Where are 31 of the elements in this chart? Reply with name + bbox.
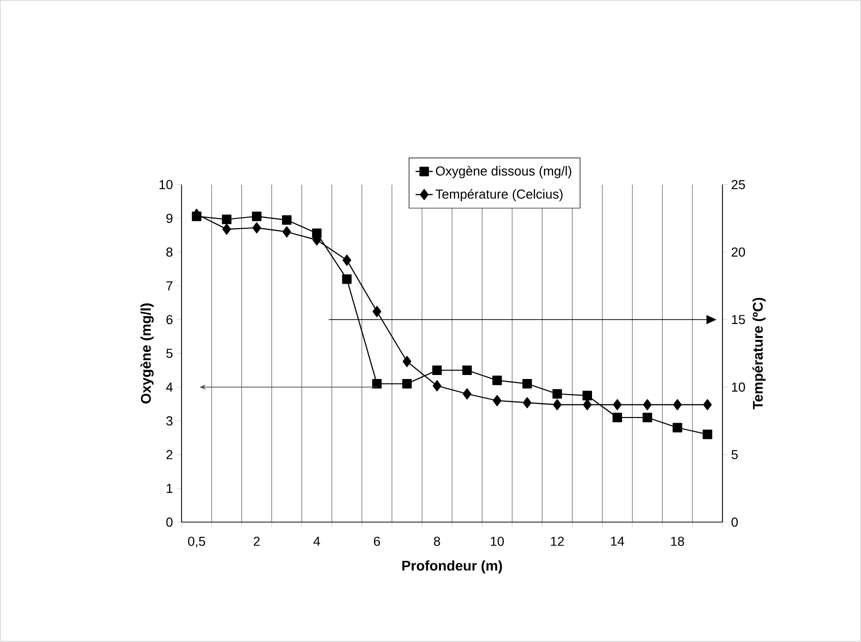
y-tick-label: 6 [166,315,172,324]
y-tick-label: 4 [166,382,173,392]
x-tick-label: 10 [490,536,504,546]
x-tick-label: 12 [550,536,564,546]
x-tick-label: 18 [671,536,684,546]
y-axis-title: Oxygène (mg/l) [140,304,154,404]
legend-label: Température (Celcius) [436,189,563,202]
legend-label: Oxygène dissous (mg/l) [436,166,572,178]
y-tick-label: 10 [160,180,173,190]
y-tick-label: 0 [166,518,173,527]
y2-tick-label: 25 [732,180,745,190]
y-tick-label: 5 [166,349,173,358]
y2-tick-label: 5 [732,450,738,460]
y-tick-label: 8 [166,248,172,257]
x-tick-label: 4 [313,536,320,546]
x-axis-title: Profondeur (m) [402,560,502,574]
x-tick-label: 0,5 [188,536,206,548]
x-tick-label: 8 [434,536,440,546]
x-tick-label: 2 [254,536,260,546]
y2-axis-title: Température (ºC) [752,298,766,410]
y2-tick-label: 15 [732,315,745,324]
y2-tick-label: 20 [732,248,746,257]
y-tick-label: 9 [166,214,172,224]
x-tick-label: 14 [611,536,624,546]
y-tick-label: 1 [166,484,172,494]
y2-tick-label: 10 [732,382,746,392]
y2-tick-label: 0 [732,518,738,527]
y-tick-label: 7 [166,282,172,291]
x-tick-label: 6 [374,536,380,546]
y-tick-label: 2 [166,450,172,460]
y-tick-label: 3 [166,416,172,426]
